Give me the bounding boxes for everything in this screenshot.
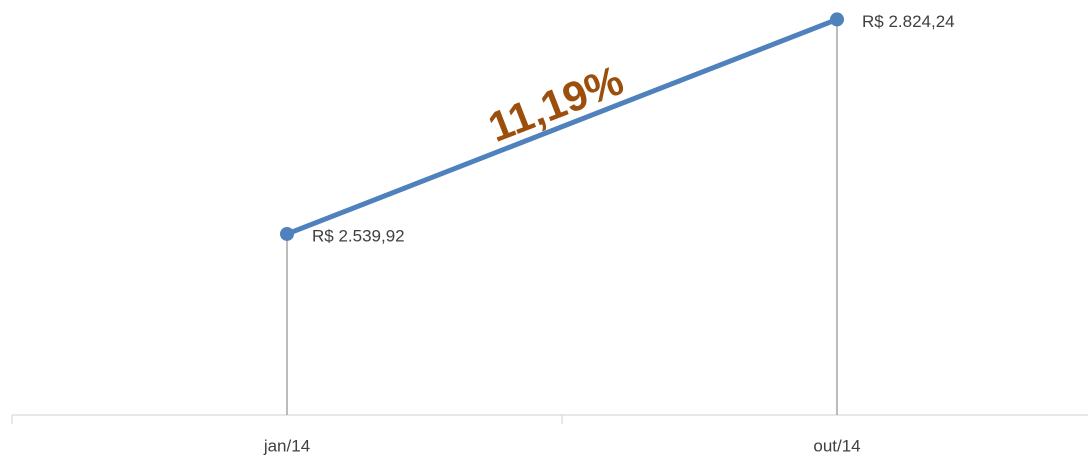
x-tick-label: out/14 — [813, 436, 860, 455]
marker — [280, 226, 294, 241]
annotation: 11,19% — [482, 56, 630, 151]
marker — [830, 12, 844, 27]
x-tick-label: jan/14 — [263, 436, 310, 455]
data-label: R$ 2.539,92 — [312, 226, 405, 245]
line — [286, 17, 838, 237]
data-label: R$ 2.824,24 — [862, 12, 955, 31]
